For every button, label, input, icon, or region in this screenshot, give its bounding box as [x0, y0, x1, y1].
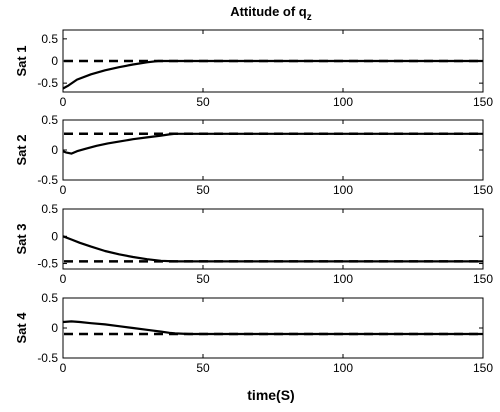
panel-3-xtick-label: 0 [60, 272, 67, 286]
panel-1-xtick-label: 100 [333, 95, 353, 109]
panel-3-ytick-label: 0.5 [41, 202, 58, 216]
panel-4-xtick-label: 0 [60, 361, 67, 375]
panel-4-xtick-label: 150 [473, 361, 493, 375]
panel-3-xtick-label: 100 [333, 272, 353, 286]
panel-2-xtick-label: 100 [333, 183, 353, 197]
chart-title-subscript: z [307, 12, 312, 23]
panel-1-ytick-label: 0 [51, 54, 58, 68]
panel-4-series-line [62, 320, 483, 336]
panel-2-series-line [62, 132, 483, 155]
panel-2-xtick-label: 0 [60, 183, 67, 197]
panel-1-series-line [62, 59, 483, 90]
panel-1-xtick-label: 0 [60, 95, 67, 109]
panel-4-ylabel: Sat 4 [14, 312, 29, 344]
panel-2-xtick-label: 50 [196, 183, 210, 197]
panel-4-xtick-label: 100 [333, 361, 353, 375]
panel-2-ytick-label: 0.5 [41, 113, 58, 127]
panel-3-xtick-label: 50 [196, 272, 210, 286]
panel-4-ytick-label: 0 [51, 321, 58, 335]
panel-3-ytick-label: 0 [51, 229, 58, 243]
panel-3-frame [62, 208, 484, 270]
chart-title: Attitude of qz [230, 4, 312, 23]
panel-4-ytick-label: 0.5 [41, 291, 58, 305]
panel-1-ylabel: Sat 1 [14, 45, 29, 76]
panel-2-ytick-label: -0.5 [37, 173, 58, 187]
panel-2-ylabel: Sat 2 [14, 134, 29, 165]
chart-title-main: Attitude of q [230, 4, 307, 19]
panel-3-ytick-label: -0.5 [37, 257, 58, 271]
panel-1-xtick-label: 150 [473, 95, 493, 109]
panel-1-ytick-label: 0.5 [41, 32, 58, 46]
panel-1-ytick-label: -0.5 [37, 76, 58, 90]
panel-2-xtick-label: 150 [473, 183, 493, 197]
x-axis-label: time(S) [247, 387, 294, 403]
panel-4-ytick-label: -0.5 [37, 351, 58, 365]
panel-2-frame [62, 119, 484, 181]
panel-3-series-line [62, 235, 483, 263]
panel-3-ylabel: Sat 3 [14, 223, 29, 254]
panel-1-xtick-label: 50 [196, 95, 210, 109]
panel-4-xtick-label: 50 [196, 361, 210, 375]
panel-3-xtick-label: 150 [473, 272, 493, 286]
panel-2-ytick-label: 0 [51, 143, 58, 157]
